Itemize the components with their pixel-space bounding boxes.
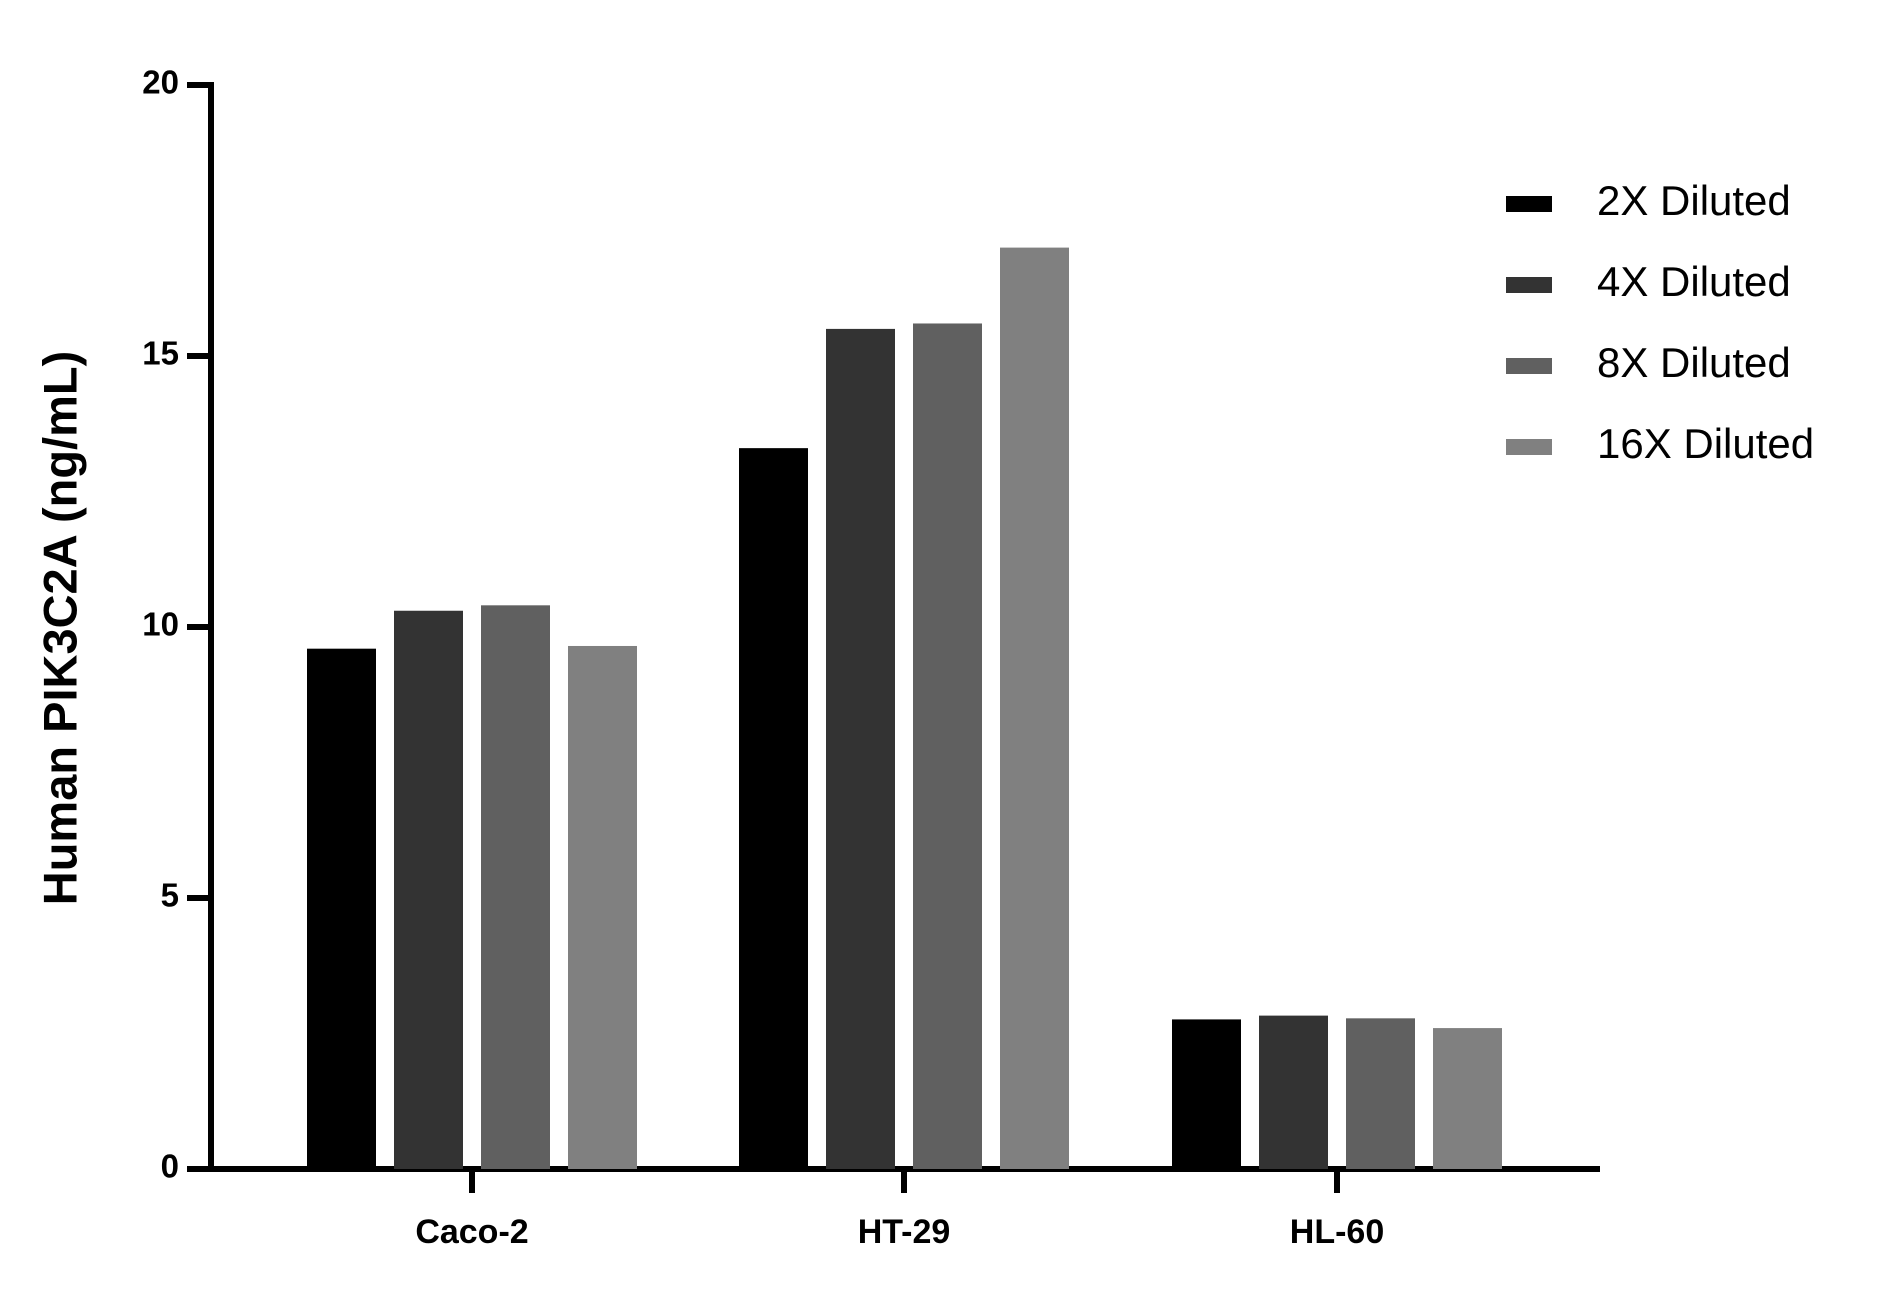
bar: [481, 605, 550, 1169]
x-tick-label: HL-60: [1290, 1213, 1384, 1251]
bar: [1346, 1018, 1415, 1169]
bar: [1259, 1015, 1328, 1169]
x-tick-label: Caco-2: [415, 1213, 528, 1251]
bar: [568, 645, 637, 1169]
y-tick-label: 20: [142, 64, 179, 101]
y-tick-label: 10: [142, 606, 179, 643]
y-tick-label: 0: [161, 1148, 179, 1185]
legend-swatch: [1506, 277, 1552, 293]
bar: [307, 648, 376, 1169]
legend-swatch: [1506, 358, 1552, 374]
legend-label: 8X Diluted: [1597, 339, 1791, 386]
bar: [1000, 247, 1069, 1170]
legend-label: 2X Diluted: [1597, 177, 1791, 224]
legend-swatch: [1506, 439, 1552, 455]
legend-swatch: [1506, 196, 1552, 212]
bar: [739, 448, 808, 1169]
y-tick-label: 15: [142, 335, 179, 372]
legend-label: 4X Diluted: [1597, 258, 1791, 305]
bar: [1172, 1019, 1241, 1169]
bar: [913, 323, 982, 1170]
bar: [394, 610, 463, 1169]
y-tick-label: 5: [161, 877, 179, 914]
bar: [826, 328, 895, 1169]
y-axis-title: Human PIK3C2A (ng/mL): [33, 351, 86, 905]
bar: [1433, 1028, 1502, 1169]
x-tick-label: HT-29: [858, 1213, 951, 1251]
legend-label: 16X Diluted: [1597, 420, 1814, 467]
